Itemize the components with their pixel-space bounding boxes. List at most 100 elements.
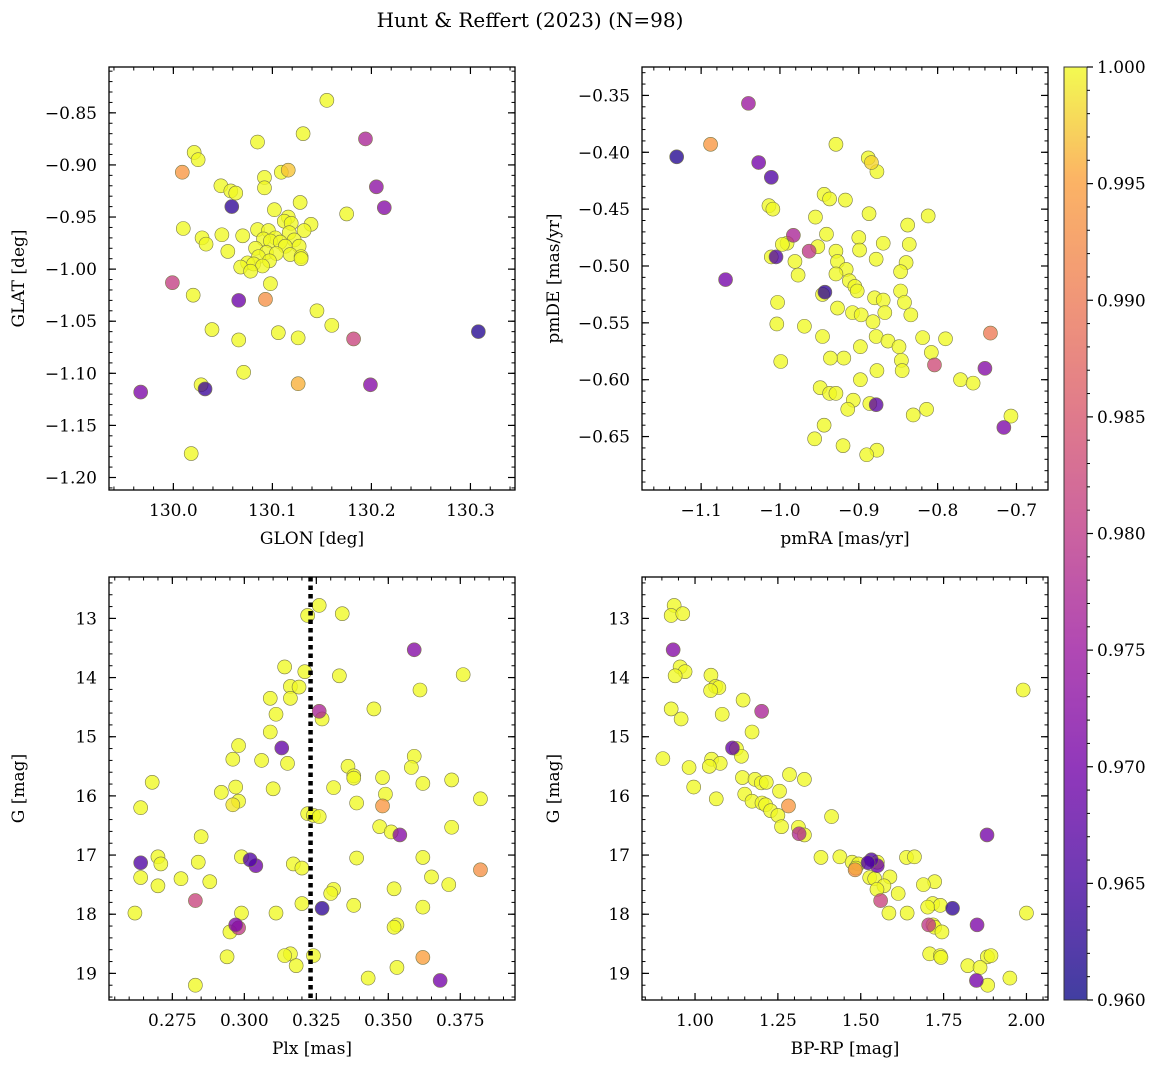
scatter-point: [865, 314, 881, 330]
scatter-point: [311, 809, 327, 824]
scatter-point: [214, 227, 230, 243]
scatter-point: [197, 381, 213, 397]
scatter-point: [873, 893, 888, 908]
colorbar-tick-label: 0.975: [1097, 641, 1146, 661]
scatter-point: [323, 886, 339, 901]
scatter-point: [868, 397, 884, 413]
x-tick-label: 130.2: [347, 501, 396, 521]
scatter-point: [274, 740, 290, 756]
scatter-point: [236, 364, 251, 380]
scatter-point: [765, 201, 781, 217]
x-axis-label: BP-RP [mag]: [791, 1039, 900, 1059]
scatter-point: [290, 330, 306, 346]
y-tick-label: −0.60: [578, 371, 630, 391]
x-tick-label: 0.275: [148, 1011, 197, 1031]
scatter-point: [231, 738, 246, 753]
scatter-point: [296, 223, 312, 238]
y-tick-label: 16: [608, 787, 630, 807]
y-tick-label: 15: [75, 728, 97, 748]
scatter-point: [894, 363, 910, 378]
scatter-point: [890, 886, 906, 901]
scatter-point: [386, 881, 402, 897]
scatter-point: [903, 307, 919, 323]
scatter-point: [243, 263, 258, 279]
scatter-point: [415, 899, 431, 915]
y-tick-label: −0.55: [578, 314, 630, 334]
y-tick-label: 15: [608, 728, 630, 748]
x-tick-label: −1.1: [680, 501, 721, 521]
scatter-point: [288, 958, 304, 973]
scatter-point: [471, 324, 486, 339]
scatter-point: [262, 724, 278, 740]
scatter-point: [797, 772, 812, 787]
scatter-point: [751, 155, 766, 170]
y-tick-label: −0.50: [578, 257, 630, 277]
scatter-point: [703, 137, 718, 152]
scatter-point: [983, 325, 998, 341]
scatter-point: [900, 217, 915, 233]
scatter-point: [277, 948, 292, 963]
scatter-point: [822, 191, 837, 207]
scatter-point: [808, 209, 823, 225]
scatter-point: [1003, 408, 1019, 424]
scatter-point: [907, 849, 922, 865]
y-tick-label: 14: [608, 669, 630, 689]
scatter-point: [830, 300, 845, 316]
y-tick-label: −1.20: [45, 468, 97, 488]
scatter-point: [415, 850, 431, 865]
scatter-point: [292, 195, 308, 210]
scatter-point: [897, 295, 912, 310]
x-tick-label: −0.7: [996, 501, 1037, 521]
scatter-point: [828, 137, 844, 152]
scatter-point: [718, 272, 733, 287]
scatter-point: [851, 230, 867, 245]
x-tick-label: 1.75: [925, 1011, 963, 1031]
scatter-point: [324, 318, 340, 333]
y-axis-label: GLAT [deg]: [9, 229, 29, 327]
scatter-point: [283, 690, 298, 706]
scatter-point: [204, 322, 220, 337]
x-tick-label: 2.00: [1008, 1011, 1046, 1031]
scatter-point: [225, 797, 241, 813]
scatter-point: [311, 598, 327, 613]
x-tick-label: 1.00: [676, 1011, 714, 1031]
scatter-point: [375, 798, 390, 814]
scatter-point: [881, 905, 897, 921]
scatter-point: [996, 420, 1012, 435]
scatter-point: [188, 977, 203, 993]
scatter-point: [339, 206, 354, 222]
scatter-point: [369, 179, 384, 195]
y-axis-label: pmDE [mas/yr]: [544, 213, 564, 343]
scatter-point: [686, 779, 702, 795]
y-tick-label: 19: [608, 964, 630, 984]
scatter-point: [242, 852, 258, 868]
scatter-point: [774, 819, 789, 834]
scatter-point: [875, 235, 891, 251]
scatter-point: [444, 772, 459, 788]
scatter-point: [235, 228, 250, 244]
y-tick-label: −1.10: [45, 364, 97, 384]
y-tick-label: 18: [608, 905, 630, 925]
scatter-point: [847, 862, 863, 878]
scatter-point: [455, 667, 471, 682]
colorbar-tick-label: 0.980: [1097, 525, 1146, 545]
scatter-point: [681, 760, 697, 775]
scatter-point: [655, 751, 671, 766]
scatter-point: [432, 973, 448, 988]
scatter-point: [213, 785, 229, 800]
scatter-point: [741, 96, 756, 111]
panel-plx-g: 0.275 0.300 0.325 0.350 0.375 13 14 15 16 17 18 19 P…: [9, 576, 516, 1059]
scatter-point: [725, 740, 740, 756]
scatter-point: [823, 350, 838, 366]
scatter-point: [875, 292, 891, 308]
scatter-point: [1019, 905, 1034, 921]
scatter-point: [824, 809, 839, 824]
plot-frame: [641, 576, 1049, 1001]
y-axis-label: G [mag]: [544, 754, 564, 823]
scatter-point: [1015, 682, 1031, 698]
plot-frame: [641, 66, 1049, 491]
scatter-point: [675, 606, 691, 621]
scatter-point: [921, 917, 936, 933]
scatter-point: [735, 692, 751, 708]
scatter-point: [969, 973, 984, 988]
